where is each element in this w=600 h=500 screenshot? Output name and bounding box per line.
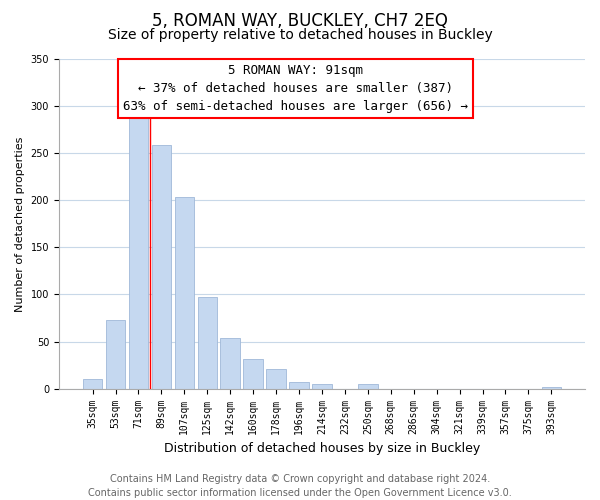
Bar — [220, 338, 240, 388]
Text: 5, ROMAN WAY, BUCKLEY, CH7 2EQ: 5, ROMAN WAY, BUCKLEY, CH7 2EQ — [152, 12, 448, 30]
Text: Size of property relative to detached houses in Buckley: Size of property relative to detached ho… — [107, 28, 493, 42]
Bar — [106, 320, 125, 388]
Bar — [152, 144, 171, 388]
Text: Contains HM Land Registry data © Crown copyright and database right 2024.
Contai: Contains HM Land Registry data © Crown c… — [88, 474, 512, 498]
Bar — [175, 196, 194, 388]
Text: 5 ROMAN WAY: 91sqm
← 37% of detached houses are smaller (387)
63% of semi-detach: 5 ROMAN WAY: 91sqm ← 37% of detached hou… — [123, 64, 468, 113]
Bar — [358, 384, 377, 388]
Bar — [289, 382, 309, 388]
Bar — [197, 298, 217, 388]
Bar — [266, 369, 286, 388]
Bar — [244, 360, 263, 388]
Bar — [312, 384, 332, 388]
Bar — [83, 380, 103, 388]
Y-axis label: Number of detached properties: Number of detached properties — [15, 136, 25, 312]
Bar — [542, 387, 561, 388]
Bar — [128, 118, 148, 388]
X-axis label: Distribution of detached houses by size in Buckley: Distribution of detached houses by size … — [164, 442, 480, 455]
